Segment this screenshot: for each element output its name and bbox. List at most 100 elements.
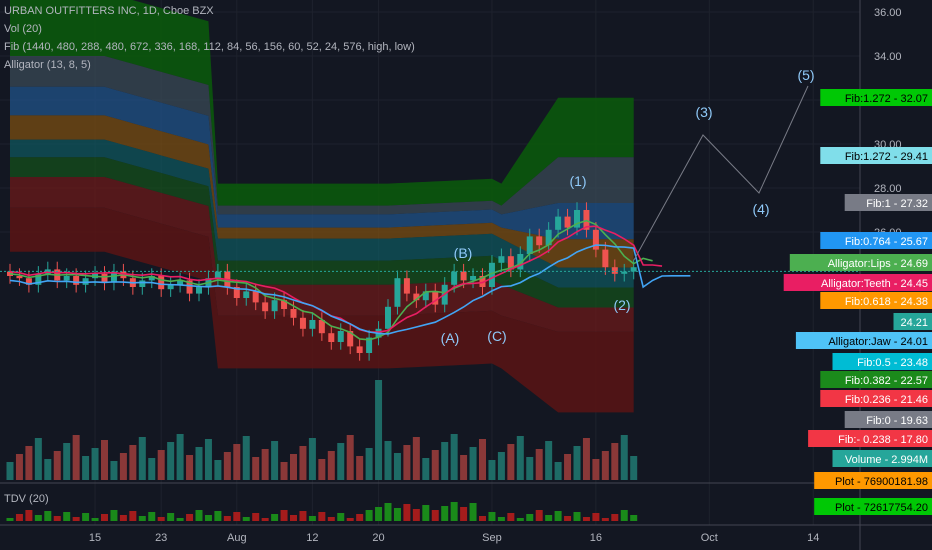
tdv-bar: [318, 512, 326, 521]
volume-bar: [630, 456, 638, 480]
candle-body: [196, 287, 202, 294]
volume-bar: [129, 445, 137, 480]
tdv-bar: [148, 512, 156, 521]
volume-bar: [271, 441, 279, 480]
x-tick-label: 12: [306, 532, 318, 544]
price-label-text: Plot - 76900181.98: [835, 476, 928, 488]
tdv-bar: [526, 514, 534, 521]
price-label-box: [820, 390, 932, 407]
candle: [403, 270, 410, 302]
tdv-bar: [44, 511, 52, 521]
candle-body: [498, 256, 505, 263]
candle-body: [148, 276, 155, 281]
tdv-bar: [327, 517, 335, 521]
candle-body: [337, 331, 344, 342]
tdv-bar: [337, 513, 345, 521]
price-label: Fib:1.272 - 29.41: [820, 147, 932, 164]
candle-body: [413, 293, 420, 301]
candle: [299, 310, 306, 337]
tdv-bar: [290, 515, 297, 521]
candle-body: [479, 276, 486, 287]
tdv-bar: [101, 514, 108, 521]
elliott-wave-label: (C): [487, 328, 506, 344]
tdv-bar: [516, 518, 524, 521]
price-label-box: [844, 411, 932, 428]
tdv-bar: [535, 510, 543, 521]
candle: [422, 283, 429, 308]
candle: [243, 283, 250, 306]
elliott-wave-label: (2): [613, 297, 630, 313]
candle-body: [309, 320, 316, 329]
volume-bar: [72, 435, 80, 480]
tdv-bar: [129, 511, 137, 521]
price-label: Fib:1.272 - 32.07: [820, 89, 932, 106]
fib-indicator-label[interactable]: Fib (1440, 480, 288, 480, 672, 336, 168,…: [4, 41, 415, 53]
price-label-box: [808, 430, 932, 447]
volume-bar: [441, 442, 449, 480]
candle-body: [73, 276, 80, 285]
price-label-box: [795, 332, 932, 349]
tdv-bar: [630, 515, 638, 521]
volume-bar: [195, 447, 203, 480]
price-label-text: Fib:0.618 - 24.38: [845, 296, 928, 308]
price-label: Fib:0.618 - 24.38: [820, 292, 932, 309]
tdv-bar: [91, 518, 99, 521]
volume-bar: [327, 451, 335, 480]
fib-band: [10, 177, 634, 332]
candle-body: [252, 291, 259, 303]
volume-indicator-label[interactable]: Vol (20): [4, 23, 42, 35]
elliott-wave-label: (4): [752, 201, 769, 217]
tdv-bar: [441, 506, 449, 521]
candle-body: [243, 291, 250, 298]
candle-body: [432, 291, 439, 305]
tdv-bar: [280, 510, 288, 521]
candle: [328, 325, 335, 350]
price-label-text: Fib:1.272 - 32.07: [845, 93, 928, 105]
tdv-bar: [545, 515, 553, 521]
candle-body: [158, 276, 165, 290]
candle-body: [347, 331, 354, 347]
volume-bar: [403, 445, 411, 480]
x-tick-label: 23: [155, 532, 167, 544]
symbol-title[interactable]: URBAN OUTFITTERS INC, 1D, Cboe BZX: [4, 5, 214, 17]
tdv-indicator-label[interactable]: TDV (20): [4, 493, 49, 505]
candle: [555, 208, 562, 238]
x-tick-label: 16: [590, 532, 602, 544]
candle: [271, 292, 278, 319]
price-label-box: [783, 274, 932, 291]
volume-bar: [384, 441, 392, 480]
price-label-box: [820, 147, 932, 164]
volume-bar: [479, 439, 486, 480]
price-label-box: [820, 371, 932, 388]
candle-body: [318, 320, 325, 334]
candle-body: [403, 278, 410, 294]
candle: [148, 268, 155, 289]
candle: [498, 248, 505, 271]
tdv-bar: [157, 517, 165, 521]
volume-bar: [620, 435, 628, 480]
volume-bar: [582, 438, 590, 480]
candle-body: [630, 267, 637, 272]
tdv-bar: [233, 512, 241, 521]
candle-body: [177, 280, 184, 285]
candle: [356, 338, 363, 361]
candle-body: [422, 291, 429, 301]
price-label: 24.21: [893, 313, 932, 330]
candle: [488, 255, 495, 295]
candle-body: [35, 273, 42, 285]
price-label-box: [814, 498, 932, 515]
price-label: Fib:- 0.238 - 17.80: [808, 430, 932, 447]
volume-bar: [450, 434, 458, 480]
volume-bar: [516, 436, 524, 480]
y-tick-label: 36.00: [874, 7, 902, 19]
volume-bar: [375, 380, 383, 480]
tdv-bar: [573, 512, 581, 521]
tdv-bar: [431, 510, 439, 521]
price-label-text: Fib:0.764 - 25.67: [845, 236, 928, 248]
candle: [110, 263, 117, 291]
alligator-indicator-label[interactable]: Alligator (13, 8, 5): [4, 59, 91, 71]
volume-bar: [431, 450, 439, 480]
volume-bar: [223, 452, 231, 480]
candle: [517, 246, 524, 278]
